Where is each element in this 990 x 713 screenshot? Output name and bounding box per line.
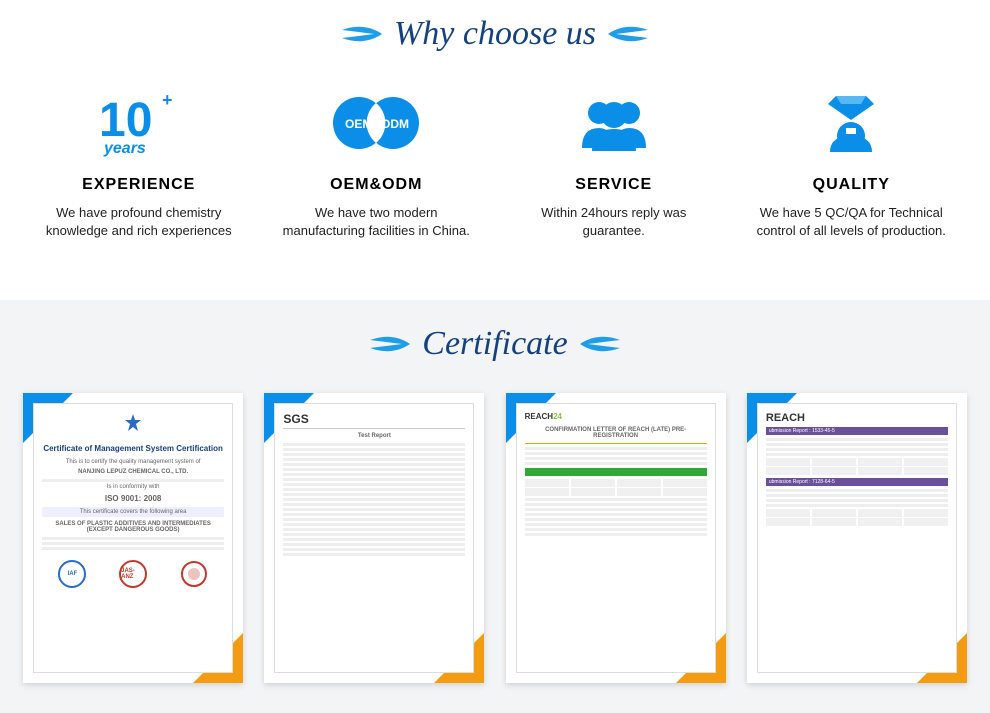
- svg-text:years: years: [103, 140, 146, 157]
- cert-company: NANJING LEPUZ CHEMICAL CO., LTD.: [42, 469, 224, 475]
- feature-desc: We have 5 QC/QA for Technical control of…: [749, 204, 954, 240]
- cert-content: REACH ubmission Report : 1533-45-5 ubmis…: [757, 403, 957, 673]
- svg-text:OEM: OEM: [345, 117, 372, 131]
- feature-service: SERVICE Within 24hours reply was guarant…: [511, 88, 716, 240]
- service-icon: [511, 88, 716, 158]
- cert-std: ISO 9001: 2008: [42, 494, 224, 503]
- feature-desc: Within 24hours reply was guarantee.: [511, 204, 716, 240]
- svg-text:ODM: ODM: [381, 117, 409, 131]
- certificates-row: Certificate of Management System Certifi…: [0, 378, 990, 713]
- reach-24: 24: [553, 412, 562, 421]
- quality-icon: [749, 88, 954, 158]
- ten-years-icon: 10 + years: [36, 88, 241, 158]
- jasanz-badge: JAS-ANZ: [119, 560, 147, 588]
- feature-title: QUALITY: [749, 176, 954, 194]
- feature-desc: We have two modern manufacturing facilit…: [274, 204, 479, 240]
- reach-text: REACH: [525, 412, 553, 421]
- certificate-section: Certificate Certificate of Management Sy…: [0, 300, 990, 713]
- submission-bar-1: ubmission Report : 1533-45-5: [766, 427, 948, 435]
- cert-content: REACH24 CONFIRMATION LETTER OF REACH (LA…: [516, 403, 716, 673]
- cert-card-reach-letter: REACH24 CONFIRMATION LETTER OF REACH (LA…: [506, 393, 726, 683]
- certificate-heading: Certificate: [0, 310, 990, 378]
- why-choose-heading: Why choose us: [0, 0, 990, 68]
- reach-logo: REACH: [766, 412, 948, 424]
- cert-conform: Is in conformity with: [42, 484, 224, 490]
- iaf-badge: IAF: [58, 560, 86, 588]
- cert-title: Certificate of Management System Certifi…: [42, 444, 224, 453]
- sgs-logo: SGS: [283, 412, 465, 429]
- sgs-sub: Test Report: [283, 433, 465, 439]
- cert-area: SALES OF PLASTIC ADDITIVES AND INTERMEDI…: [42, 521, 224, 533]
- leaf-left-icon: [334, 20, 384, 48]
- reach-title: CONFIRMATION LETTER OF REACH (LATE) PRE-…: [525, 427, 707, 439]
- cert-badges: IAF JAS-ANZ: [42, 560, 224, 588]
- why-heading-text: Why choose us: [394, 15, 596, 53]
- feature-quality: QUALITY We have 5 QC/QA for Technical co…: [749, 88, 954, 240]
- cert-content: Certificate of Management System Certifi…: [33, 403, 233, 673]
- feature-experience: 10 + years EXPERIENCE We have profound c…: [36, 88, 241, 240]
- submission-bar-2: ubmission Report : 7128-64-5: [766, 478, 948, 486]
- svg-text:+: +: [162, 90, 173, 110]
- leaf-left-icon: [362, 330, 412, 358]
- cert-card-sgs: SGS Test Report: [264, 393, 484, 683]
- cert-heading-text: Certificate: [422, 325, 567, 363]
- feature-title: SERVICE: [511, 176, 716, 194]
- leaf-right-icon: [578, 330, 628, 358]
- feature-title: OEM&ODM: [274, 176, 479, 194]
- cert-content: SGS Test Report: [274, 403, 474, 673]
- cert-area-label: This certificate covers the following ar…: [42, 507, 224, 517]
- seal-icon: [180, 560, 208, 588]
- feature-oem-odm: OEM ODM OEM&ODM We have two modern manuf…: [274, 88, 479, 240]
- oem-odm-icon: OEM ODM: [274, 88, 479, 158]
- feature-desc: We have profound chemistry knowledge and…: [36, 204, 241, 240]
- cert-sub: This is to certify the quality managemen…: [42, 459, 224, 465]
- cert-card-reach-submission: REACH ubmission Report : 1533-45-5 ubmis…: [747, 393, 967, 683]
- cert-card-iso: Certificate of Management System Certifi…: [23, 393, 243, 683]
- reach24h-logo: REACH24: [525, 412, 707, 421]
- feature-title: EXPERIENCE: [36, 176, 241, 194]
- leaf-right-icon: [606, 20, 656, 48]
- features-row: 10 + years EXPERIENCE We have profound c…: [0, 68, 990, 300]
